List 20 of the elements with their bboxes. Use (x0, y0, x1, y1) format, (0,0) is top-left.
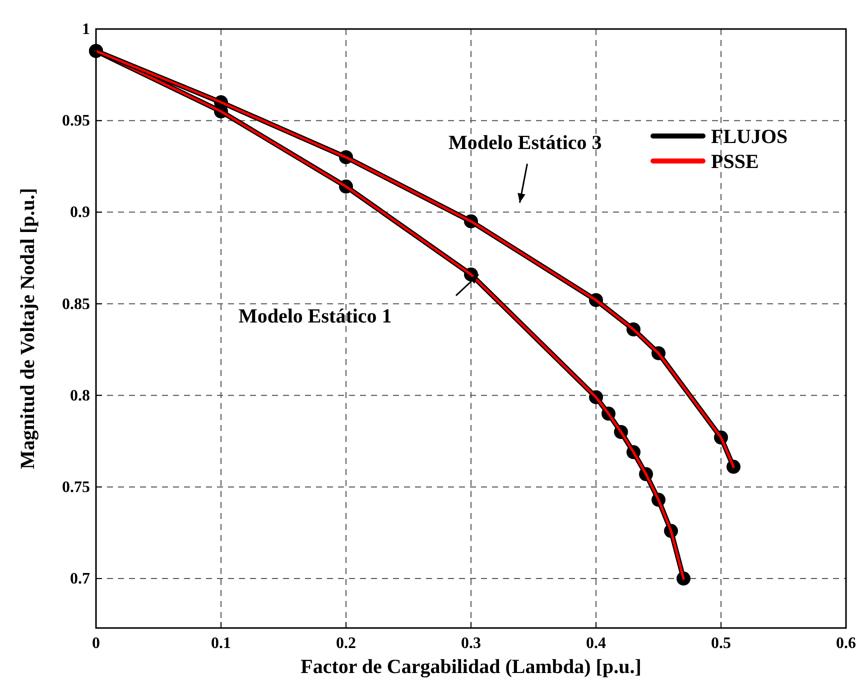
legend-label: PSSE (711, 151, 759, 173)
x-tick-label: 0.3 (461, 635, 481, 652)
annotation: Modelo Estático 3 (448, 132, 602, 154)
legend-label: FLUJOS (711, 126, 788, 148)
x-tick-label: 0.1 (211, 635, 231, 652)
y-tick-label: 1 (82, 21, 90, 38)
y-tick-label: 0.95 (62, 112, 90, 130)
y-axis-title: Magnitud de Voltaje Nodal [p.u.] (17, 188, 39, 470)
y-tick-label: 0.9 (70, 204, 90, 222)
y-tick-label: 0.7 (70, 570, 90, 588)
x-tick-label: 0 (92, 635, 100, 652)
y-tick-label: 0.8 (70, 387, 90, 404)
x-tick-label: 0.2 (336, 635, 356, 652)
y-tick-label: 0.75 (62, 478, 90, 496)
x-tick-label: 0.4 (586, 635, 606, 652)
x-tick-label: 0.6 (836, 635, 856, 652)
y-tick-label: 0.85 (62, 296, 90, 313)
x-axis-title: Factor de Cargabilidad (Lambda) [p.u.] (300, 656, 642, 678)
annotation: Modelo Estático 1 (238, 306, 392, 328)
x-tick-label: 0.5 (711, 635, 731, 652)
